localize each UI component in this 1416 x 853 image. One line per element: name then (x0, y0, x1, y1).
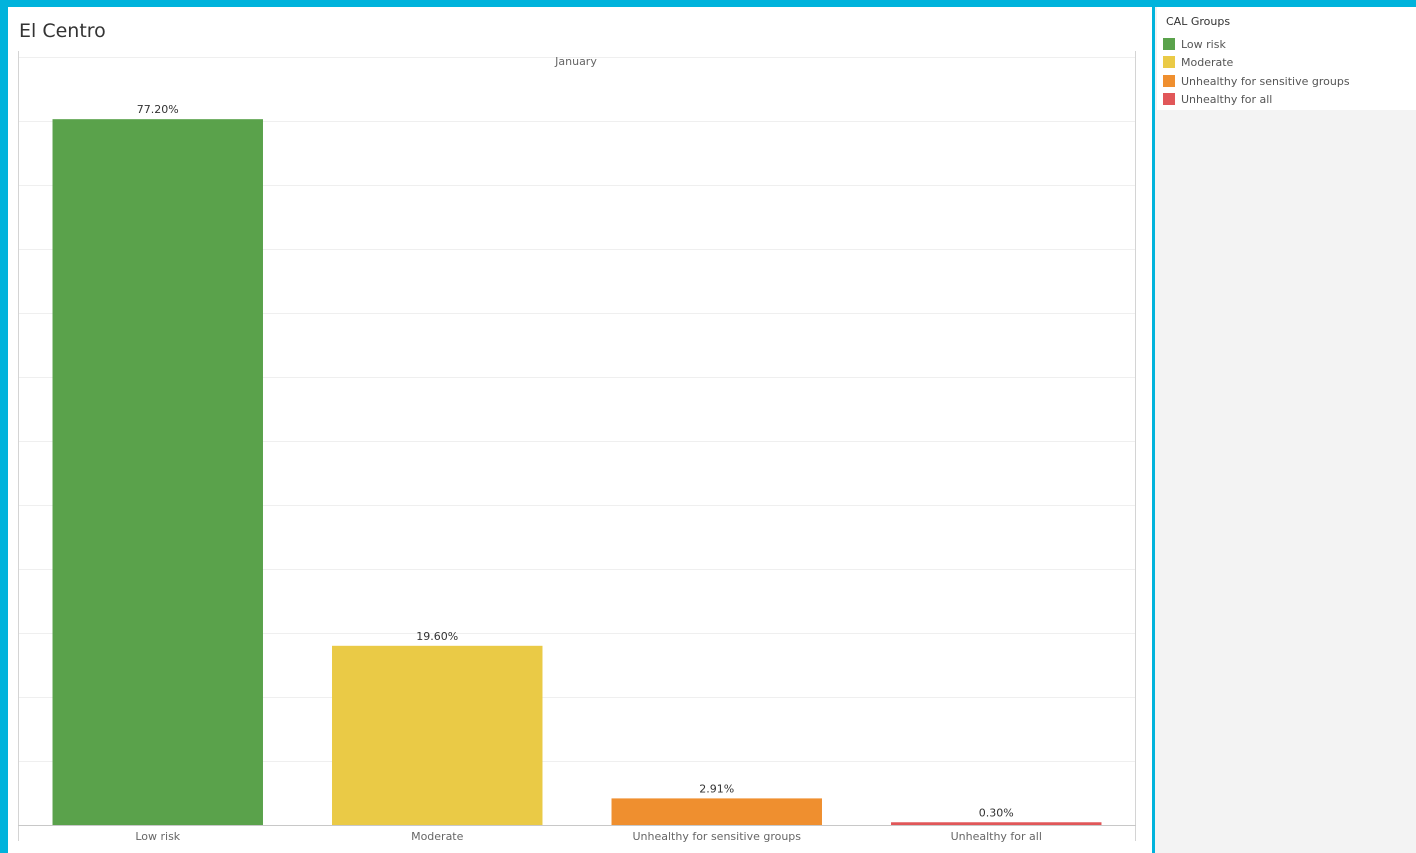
bar-low-risk[interactable] (52, 119, 263, 825)
chart-panel: El Centro January 77.20% Low risk 19.60% Mo… (8, 7, 1152, 853)
legend-swatch (1163, 93, 1175, 105)
legend-item-low-risk[interactable]: Low risk (1163, 36, 1226, 52)
data-label: 77.20% (137, 103, 179, 116)
legend-swatch (1163, 38, 1175, 50)
legend-label: Unhealthy for all (1181, 92, 1273, 106)
legend-item-unhealthy-all[interactable]: Unhealthy for all (1163, 91, 1272, 107)
bar-unhealthy-for-all[interactable] (891, 822, 1102, 825)
bar-moderate[interactable] (332, 645, 543, 825)
bars: 77.20% Low risk 19.60% Moderate 2.91% Unhealt… (52, 103, 1102, 843)
legend-panel: CAL Groups Low risk Moderate Unhealthy f… (1155, 7, 1416, 853)
legend: CAL Groups Low risk Moderate Unhealthy f… (1157, 7, 1416, 110)
chart-title: El Centro (19, 20, 106, 42)
legend-item-moderate[interactable]: Moderate (1163, 54, 1233, 70)
data-label: 19.60% (416, 630, 458, 643)
legend-label: Unhealthy for sensitive groups (1181, 74, 1350, 88)
column-header: January (554, 55, 597, 68)
legend-title: CAL Groups (1166, 15, 1231, 28)
bar-chart: January 77.20% Low risk 19.60% Moderate 2.91… (18, 51, 1136, 843)
x-tick-label: Unhealthy for sensitive groups (632, 830, 801, 843)
legend-swatch (1163, 56, 1175, 68)
legend-label: Moderate (1181, 55, 1234, 69)
legend-label: Low risk (1181, 37, 1226, 51)
legend-item-unhealthy-sensitive[interactable]: Unhealthy for sensitive groups (1163, 73, 1350, 89)
data-label: 2.91% (699, 782, 734, 795)
legend-swatch (1163, 75, 1175, 87)
data-label: 0.30% (979, 806, 1014, 819)
x-tick-label: Unhealthy for all (951, 830, 1042, 843)
x-tick-label: Low risk (135, 830, 180, 843)
x-tick-label: Moderate (411, 830, 464, 843)
bar-unhealthy-for-sensitive-groups[interactable] (611, 798, 822, 825)
